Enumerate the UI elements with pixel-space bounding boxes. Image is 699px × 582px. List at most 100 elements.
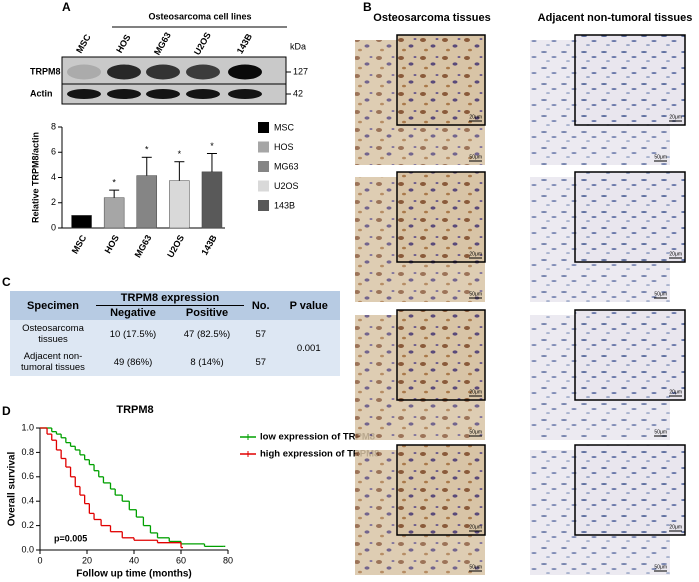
legend-swatch	[258, 180, 269, 192]
table-subheader: Negative	[96, 305, 170, 320]
scale-bar-label: 20μm	[469, 114, 482, 120]
significance-marker: *	[178, 149, 182, 159]
legend-label: low expression of TRPM8	[260, 432, 375, 443]
x-tick-label: 143B	[199, 233, 219, 257]
y-axis-label: Relative TRPM8/actin	[30, 132, 40, 223]
scale-bar-label: 20μm	[469, 524, 482, 530]
micrograph-inset	[574, 309, 686, 401]
legend-swatch	[258, 200, 269, 211]
bar	[136, 175, 158, 229]
table-cell: Adjacent non-tumoral tissues	[10, 348, 96, 376]
blot-band	[67, 64, 101, 80]
blot-band	[146, 64, 180, 80]
x-tick-label: U2OS	[165, 233, 186, 259]
y-tick-label: 6	[51, 147, 56, 157]
chart-title: TRPM8	[116, 404, 153, 416]
lane-label: MSC	[74, 32, 93, 55]
scale-bar-label: 50μm	[469, 564, 482, 570]
lane-label: HOS	[114, 33, 132, 55]
expression-table: Specimen TRPM8 expression No. P value Ne…	[10, 291, 340, 376]
blot-band	[107, 64, 141, 80]
column-header: Osteosarcoma tissues	[373, 12, 490, 24]
y-tick-label: 0.0	[21, 544, 34, 554]
bar	[71, 215, 92, 229]
lane-label: 143B	[235, 31, 255, 55]
legend-swatch	[258, 141, 269, 153]
blot-band	[186, 89, 220, 99]
legend-label: HOS	[274, 142, 294, 152]
scale-bar-label: 20μm	[469, 251, 482, 257]
table-header: P value	[277, 291, 340, 320]
bar	[103, 197, 125, 229]
legend-label: high expression of TRPM8	[260, 449, 379, 460]
table-header: No.	[244, 291, 278, 320]
x-tick-label: 40	[129, 555, 139, 565]
x-tick-label: MG63	[133, 233, 154, 259]
table-cell: 10 (17.5%)	[96, 320, 170, 348]
y-tick-label: 4	[51, 172, 56, 182]
scale-bar-label: 50μm	[654, 291, 667, 297]
blot-band	[186, 64, 220, 80]
micrograph-inset	[574, 171, 686, 263]
scale-bar-label: 50μm	[469, 291, 482, 297]
micrograph-inset	[396, 171, 486, 263]
x-tick-label: 20	[82, 555, 92, 565]
bar	[201, 171, 223, 229]
significance-marker: *	[210, 141, 214, 151]
legend-label: U2OS	[274, 181, 299, 191]
x-axis-label: Follow up time (months)	[76, 569, 192, 580]
y-tick-label: 0.4	[21, 496, 34, 506]
table-subheader-row: Negative Positive	[10, 305, 340, 320]
blot-size-label: 42	[293, 88, 303, 98]
significance-marker: *	[112, 178, 116, 188]
y-tick-label: 8	[51, 121, 56, 131]
legend-swatch	[258, 161, 269, 172]
y-tick-label: 0	[51, 222, 56, 232]
lane-label: U2OS	[192, 31, 213, 57]
lane-label: MG63	[152, 31, 173, 57]
blot-band	[107, 89, 141, 99]
x-tick-label: MSC	[70, 233, 89, 256]
micrograph-inset	[396, 444, 486, 536]
x-tick-label: 0	[37, 555, 42, 565]
table-header: Specimen	[10, 291, 96, 320]
legend-label: MSC	[274, 122, 295, 132]
blot-band	[228, 89, 262, 99]
legend-label: 143B	[274, 200, 295, 210]
table-row: Adjacent non-tumoral tissues 49 (86%) 8 …	[10, 348, 340, 376]
y-tick-label: 1.0	[21, 422, 34, 432]
panel-label: B	[363, 0, 372, 14]
y-axis-label: Overall survival	[7, 452, 18, 527]
panel-label: D	[2, 404, 11, 418]
blot-band	[146, 89, 180, 99]
scale-bar-label: 20μm	[669, 524, 682, 530]
blot-band	[228, 64, 262, 80]
table-cell: 8 (14%)	[170, 348, 244, 376]
x-tick-label: HOS	[103, 233, 121, 255]
scale-bar-label: 50μm	[654, 154, 667, 160]
scale-bar-label: 50μm	[469, 429, 482, 435]
legend-label: MG63	[274, 161, 299, 171]
table-row: Osteosarcoma tissues 10 (17.5%) 47 (82.5…	[10, 320, 340, 376]
scale-bar-label: 20μm	[669, 251, 682, 257]
micrograph-inset	[574, 444, 686, 536]
scale-bar-label: 50μm	[469, 154, 482, 160]
table-cell: 0.001	[277, 320, 340, 376]
y-tick-label: 0.2	[21, 520, 34, 530]
blot-band	[67, 89, 101, 99]
scale-bar-label: 20μm	[469, 389, 482, 395]
table-header-row: Specimen TRPM8 expression No. P value	[10, 291, 340, 320]
table-cell: 47 (82.5%)	[170, 320, 244, 348]
blot-row-label: TRPM8	[30, 66, 61, 76]
table-header: TRPM8 expression	[96, 291, 244, 306]
blot-row-label: Actin	[30, 88, 53, 98]
significance-marker: *	[145, 145, 149, 155]
micrograph-inset	[396, 34, 486, 126]
bar	[169, 180, 190, 229]
blot-size-label: 127	[293, 66, 308, 76]
x-tick-label: 60	[176, 555, 186, 565]
scale-bar-label: 20μm	[669, 114, 682, 120]
x-tick-label: 80	[223, 555, 233, 565]
